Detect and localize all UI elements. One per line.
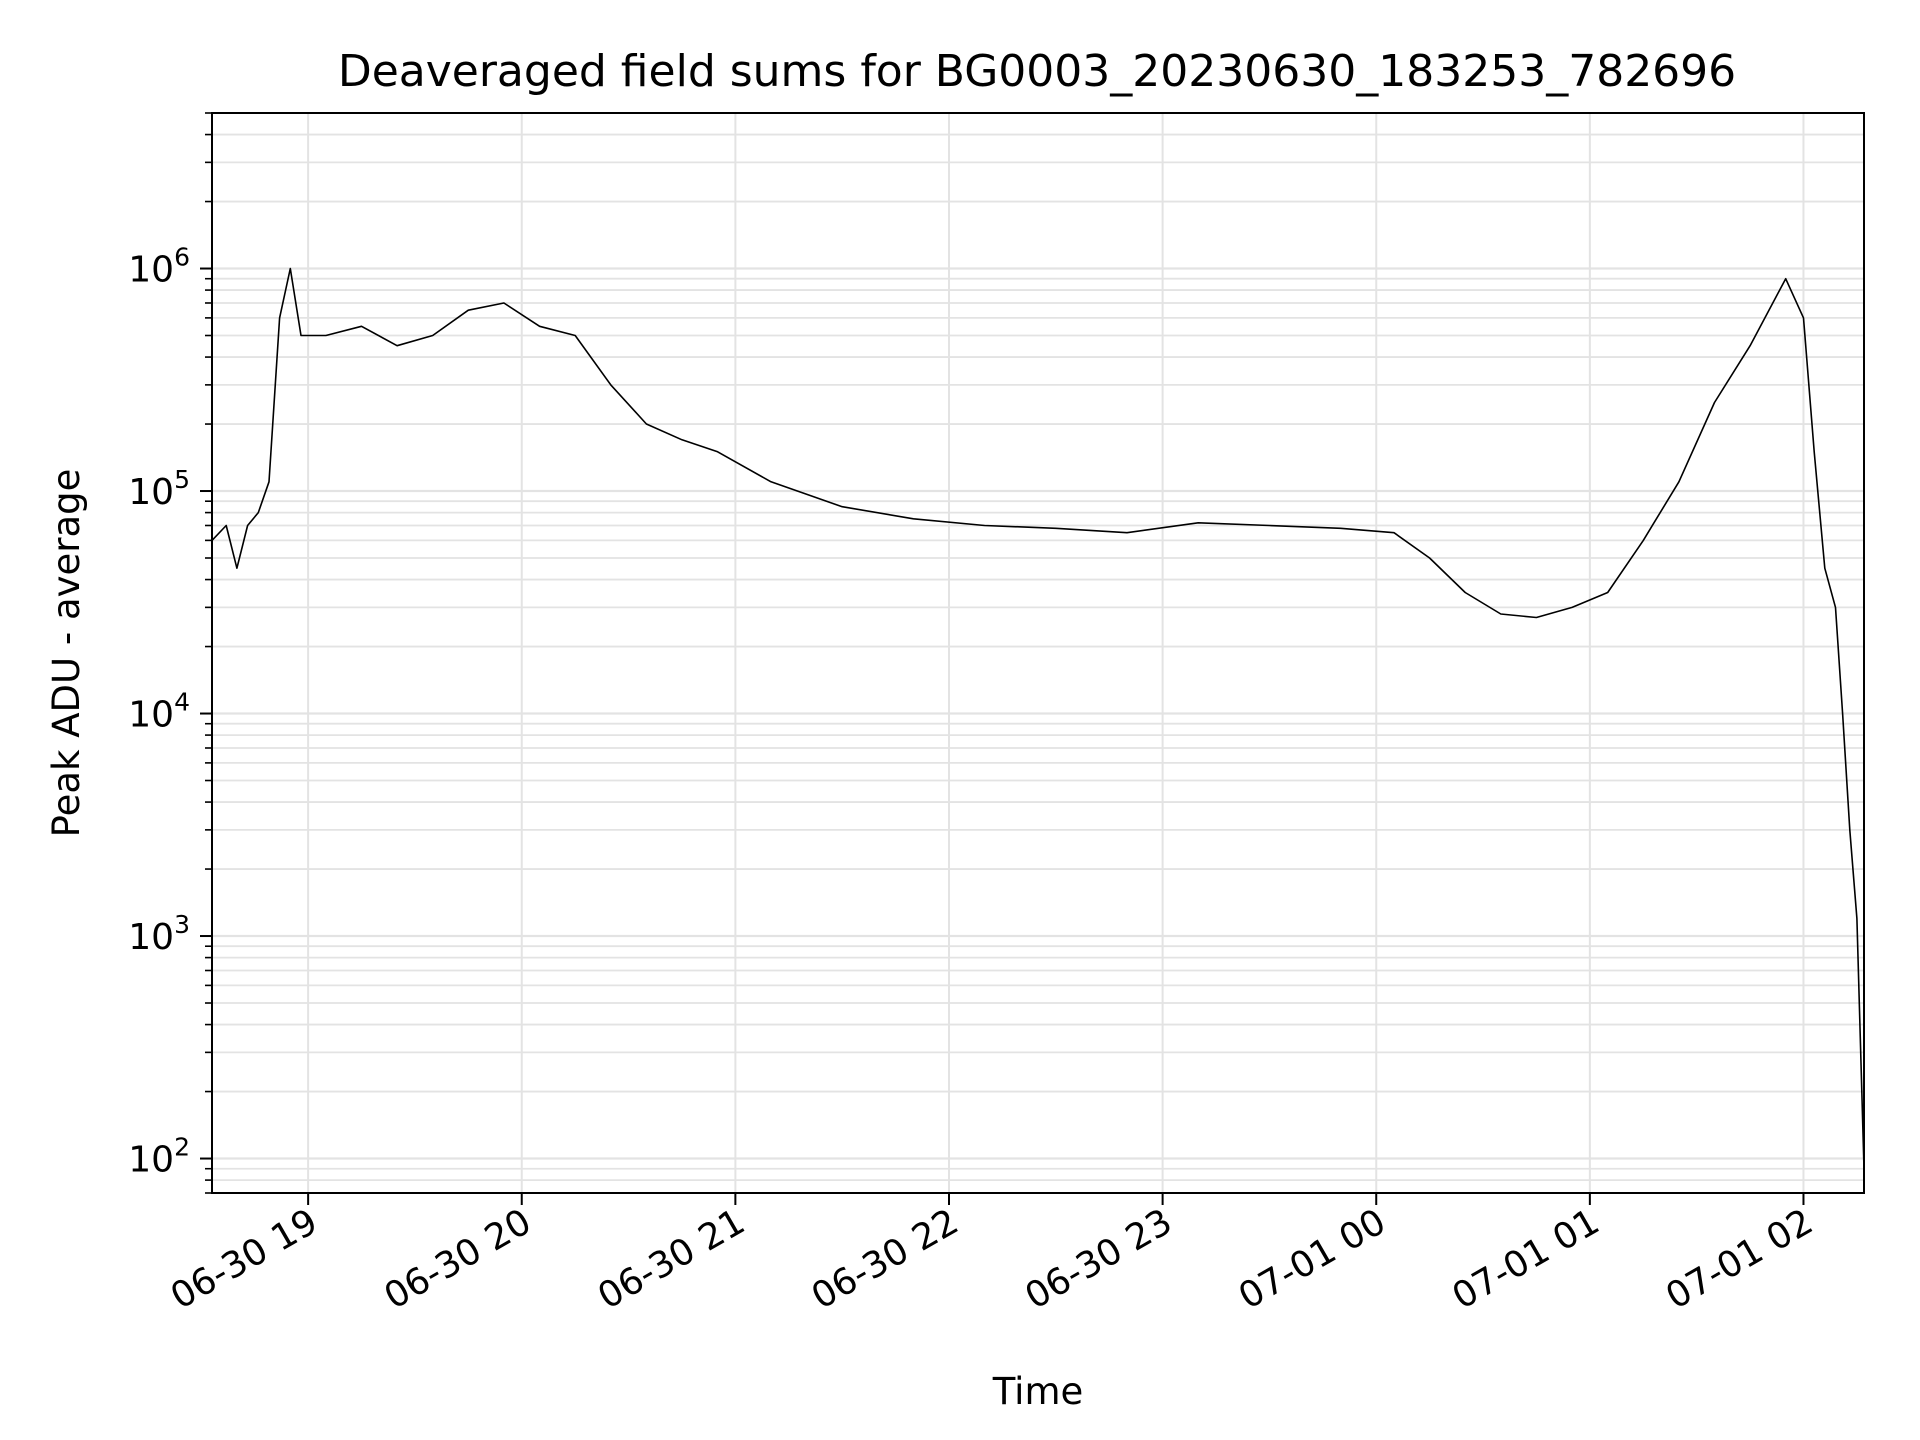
chart-title: Deaveraged field sums for BG0003_2023063… [338,46,1736,97]
y-tick-label: 105 [128,465,190,513]
x-axis-label: Time [992,1370,1084,1413]
y-axis: 102 103 104 105 106 [128,112,212,1194]
series-layer [211,267,1865,1169]
y-tick-label: 103 [128,910,190,958]
series-line [211,267,1865,1169]
y-tick-label: 106 [128,243,190,291]
y-axis-label: Peak ADU - average [45,469,88,838]
y-tick-label: 102 [128,1133,190,1181]
y-tick-label: 104 [128,688,190,736]
plot-frame [211,112,1865,1194]
